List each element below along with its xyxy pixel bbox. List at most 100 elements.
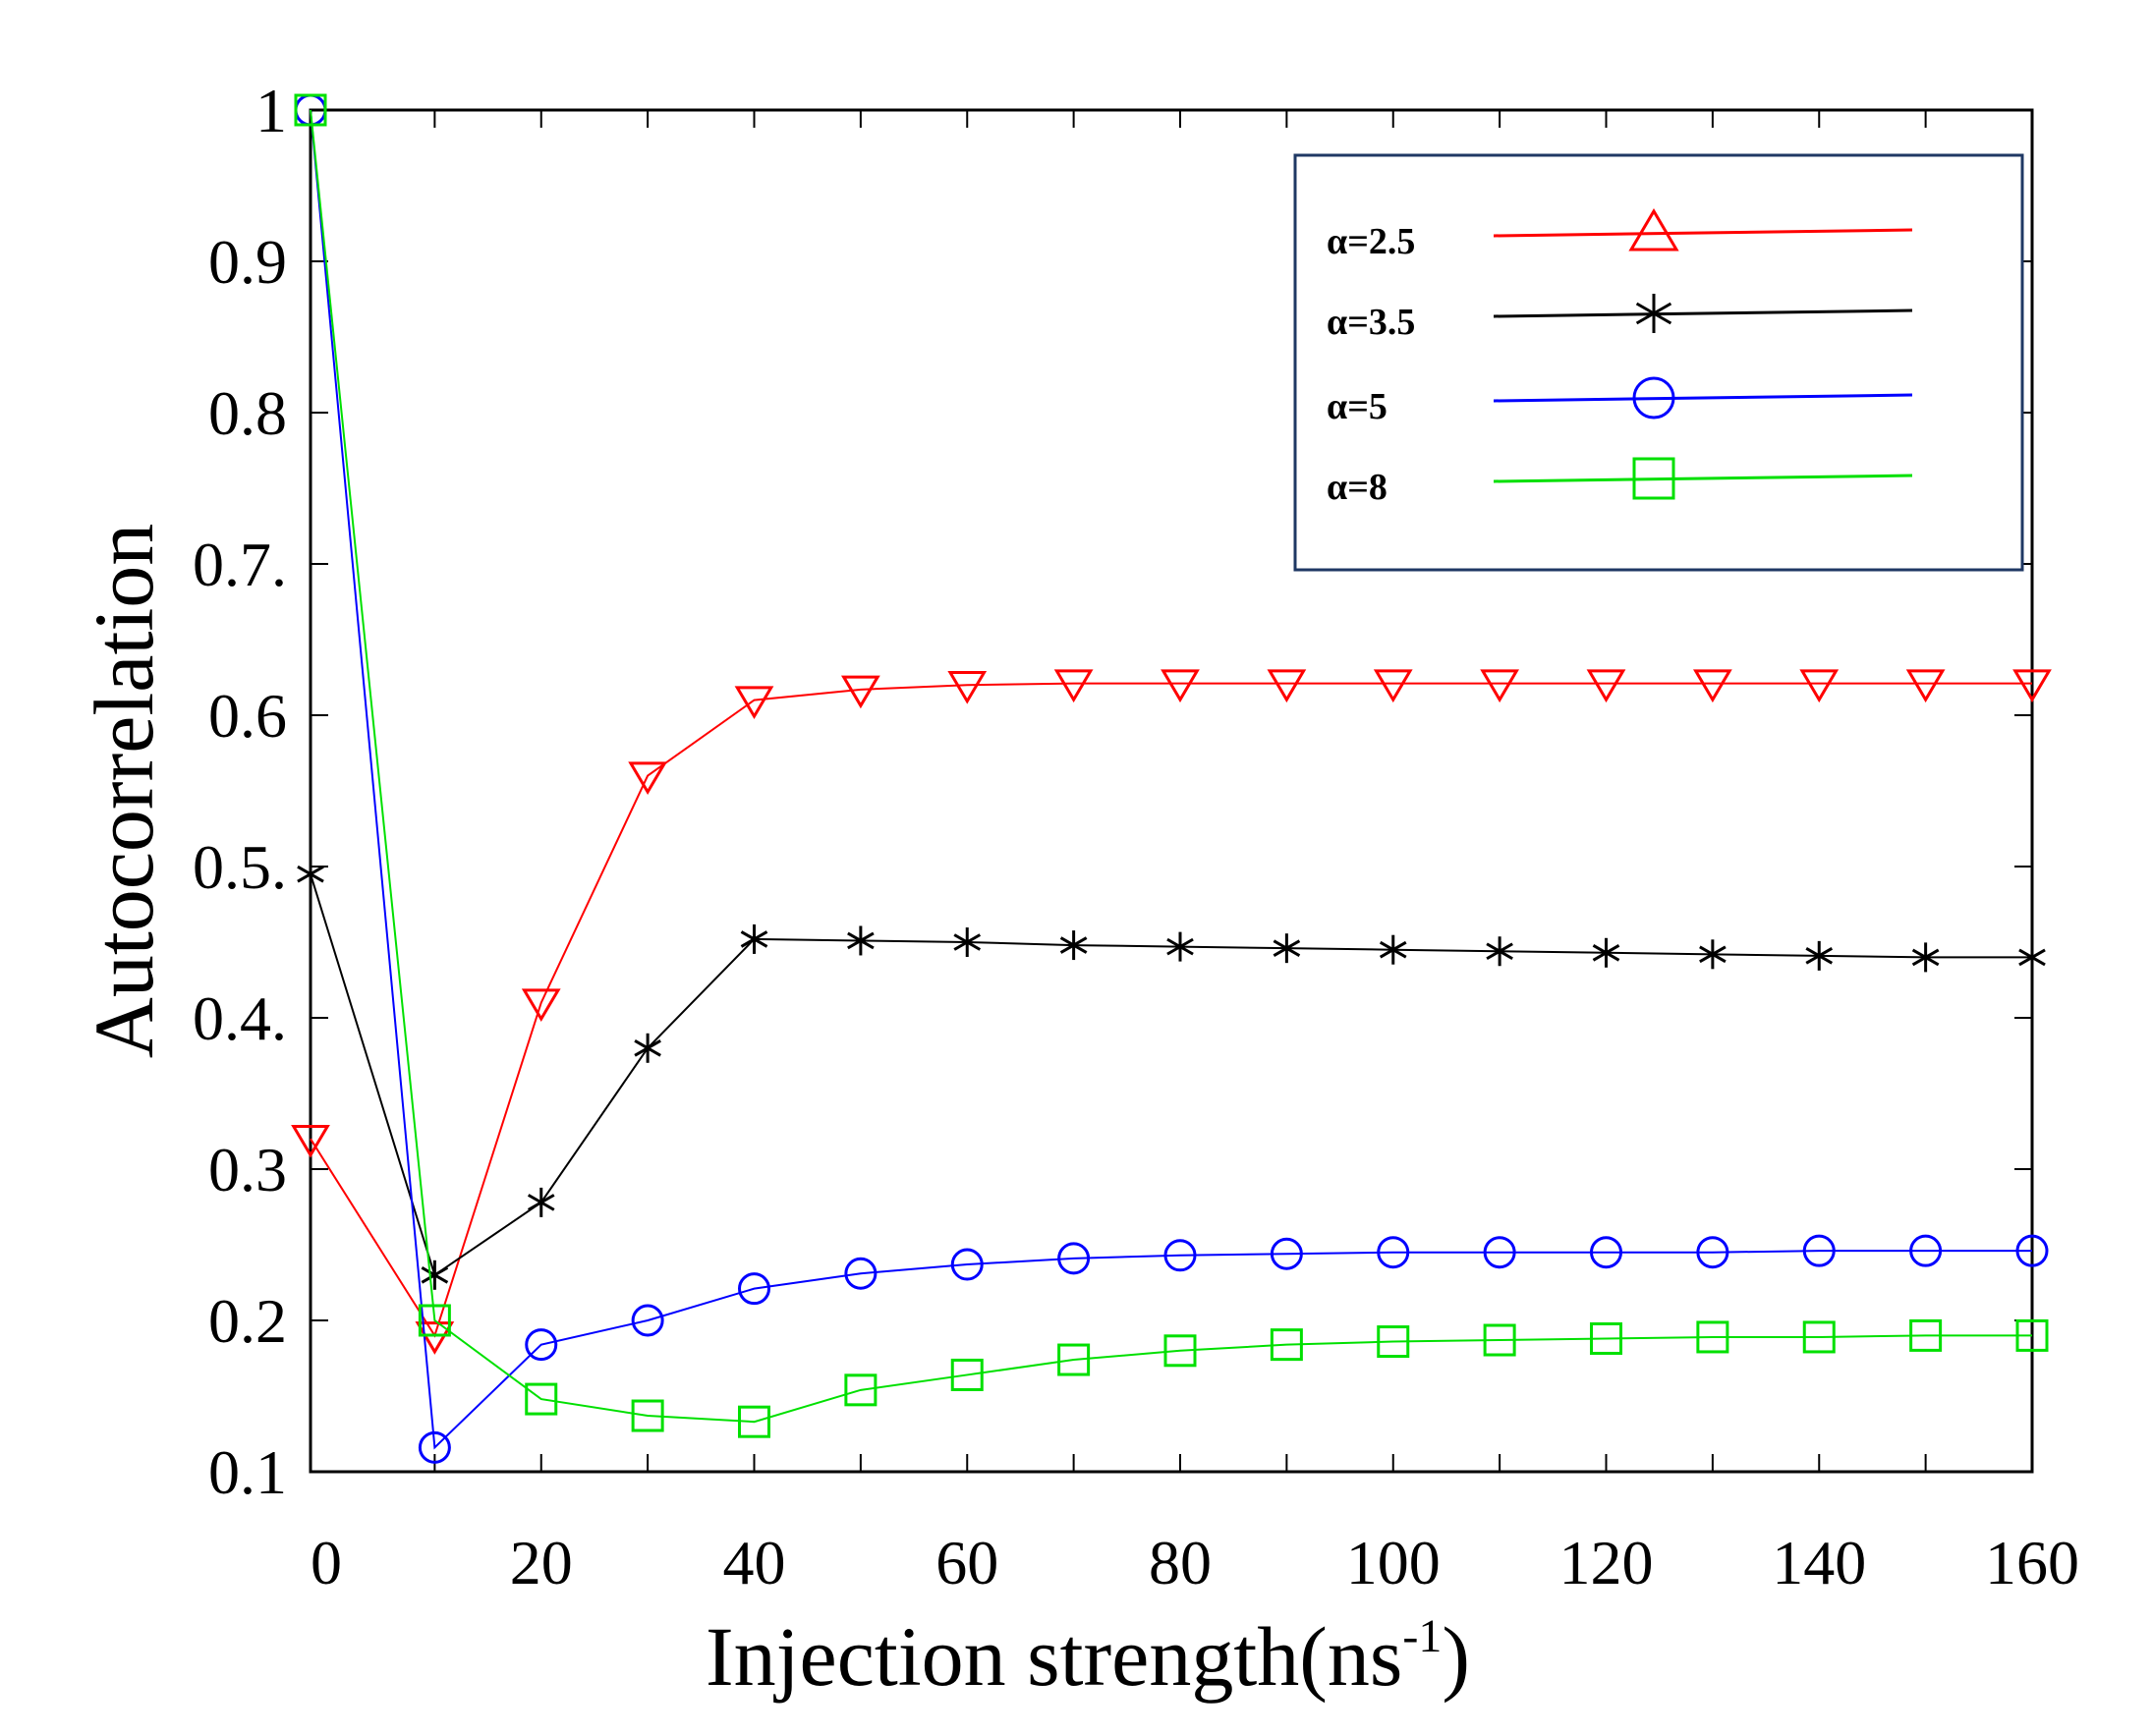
- data-point: [521, 988, 561, 1023]
- data-point: [1166, 931, 1194, 962]
- x-tick-label: 160: [1985, 1528, 2079, 1597]
- data-point: [1267, 669, 1307, 703]
- data-point: [1483, 1236, 1516, 1269]
- data-point: [738, 1272, 770, 1306]
- data-point: [1163, 1334, 1197, 1368]
- data-point: [297, 859, 324, 889]
- data-point: [1692, 669, 1732, 703]
- legend-entry-1: α=2.5: [1327, 208, 1913, 262]
- data-point: [527, 1187, 555, 1217]
- legend-line: [1493, 308, 1913, 318]
- data-point: [1909, 1318, 1943, 1352]
- data-point: [1696, 1236, 1729, 1269]
- legend-label: α=5: [1327, 386, 1387, 427]
- series-2: [297, 859, 2046, 1290]
- x-tick-label: 80: [1149, 1528, 1212, 1597]
- legend-box: [1293, 153, 2024, 572]
- legend: α=2.5 α=3.5 α=5 α=8: [1293, 153, 2024, 572]
- data-point: [421, 1260, 449, 1290]
- legend-marker: [1632, 457, 1675, 500]
- legend-line: [1493, 393, 1913, 403]
- data-point: [1805, 940, 1834, 971]
- data-point: [418, 1430, 451, 1464]
- data-point: [738, 1405, 770, 1438]
- y-tick-label: 0.6: [208, 681, 287, 751]
- series-layer: [291, 93, 2052, 1464]
- data-point: [1377, 1236, 1410, 1269]
- x-tick-label: 60: [935, 1528, 998, 1597]
- data-point: [734, 686, 774, 720]
- data-point: [1057, 1343, 1091, 1376]
- data-point: [1592, 937, 1620, 968]
- y-tick-label: 0.1: [208, 1437, 287, 1507]
- legend-line: [1493, 228, 1913, 238]
- legend-label: α=2.5: [1327, 221, 1415, 262]
- data-point: [294, 93, 327, 127]
- data-point: [2012, 669, 2052, 703]
- data-point: [2018, 942, 2046, 973]
- data-point: [947, 670, 988, 704]
- data-point: [1802, 1320, 1836, 1354]
- legend-label: α=8: [1327, 467, 1387, 508]
- data-point: [1590, 1321, 1622, 1355]
- x-tick-label: 100: [1346, 1528, 1441, 1597]
- data-point: [1911, 942, 1940, 973]
- data-point: [1486, 936, 1513, 967]
- legend-marker: [1628, 208, 1679, 252]
- data-point: [634, 1033, 661, 1063]
- legend-entry-4: α=8: [1327, 457, 1913, 508]
- y-tick-label: 0.7.: [193, 530, 287, 599]
- tick-labels: 0.1 0.2 0.3 0.4. 0.5. 0.6 0.7. 0.8 0.9 1 0 20 40 60 80…: [193, 76, 2079, 1597]
- data-point: [840, 675, 880, 709]
- data-point: [2015, 1318, 2049, 1352]
- series-line: [310, 109, 2032, 1424]
- y-tick-label: 0.9: [208, 227, 287, 297]
- legend-label: α=3.5: [1327, 302, 1415, 343]
- data-point: [1586, 669, 1626, 703]
- series-1: [291, 669, 2052, 1355]
- x-tick-label: 40: [723, 1528, 786, 1597]
- legend-marker: [1635, 294, 1672, 333]
- y-tick-label: 0.3: [208, 1135, 287, 1204]
- data-point: [740, 924, 768, 954]
- data-point: [1053, 669, 1094, 703]
- data-point: [291, 1124, 330, 1158]
- data-point: [950, 1358, 984, 1391]
- data-point: [525, 1382, 558, 1416]
- legend-line: [1493, 474, 1913, 483]
- data-point: [628, 761, 668, 796]
- data-point: [844, 1373, 878, 1407]
- series-line: [310, 109, 2032, 1450]
- data-point: [1273, 933, 1301, 964]
- data-point: [1590, 1236, 1622, 1269]
- data-point: [1699, 939, 1727, 970]
- y-tick-label: 1: [255, 76, 287, 145]
- x-axis-title: Injection strength(ns-1): [706, 1609, 1470, 1704]
- data-point: [1909, 1234, 1943, 1267]
- legend-entry-3: α=5: [1327, 376, 1913, 427]
- data-point: [2015, 1234, 2049, 1267]
- y-axis-title: Autocorrelation: [77, 524, 171, 1058]
- data-point: [1480, 669, 1520, 703]
- legend-marker: [1632, 376, 1675, 420]
- y-tick-label: 0.2: [208, 1286, 287, 1356]
- data-point: [1377, 1325, 1410, 1359]
- y-tick-label: 0.4.: [193, 983, 287, 1053]
- data-point: [525, 1328, 558, 1362]
- x-tick-label: 20: [510, 1528, 573, 1597]
- data-point: [1270, 1237, 1303, 1270]
- data-point: [1057, 1242, 1091, 1275]
- data-point: [1802, 1234, 1836, 1267]
- series-line: [310, 682, 2032, 1338]
- data-point: [1379, 934, 1407, 965]
- data-point: [847, 925, 875, 956]
- x-tick-label: 120: [1559, 1528, 1654, 1597]
- data-point: [1373, 669, 1413, 703]
- data-point: [631, 1304, 664, 1337]
- data-point: [844, 1257, 878, 1290]
- data-point: [1799, 669, 1840, 703]
- y-tick-label: 0.8: [208, 378, 287, 448]
- data-point: [1905, 669, 1946, 703]
- data-point: [950, 1248, 984, 1281]
